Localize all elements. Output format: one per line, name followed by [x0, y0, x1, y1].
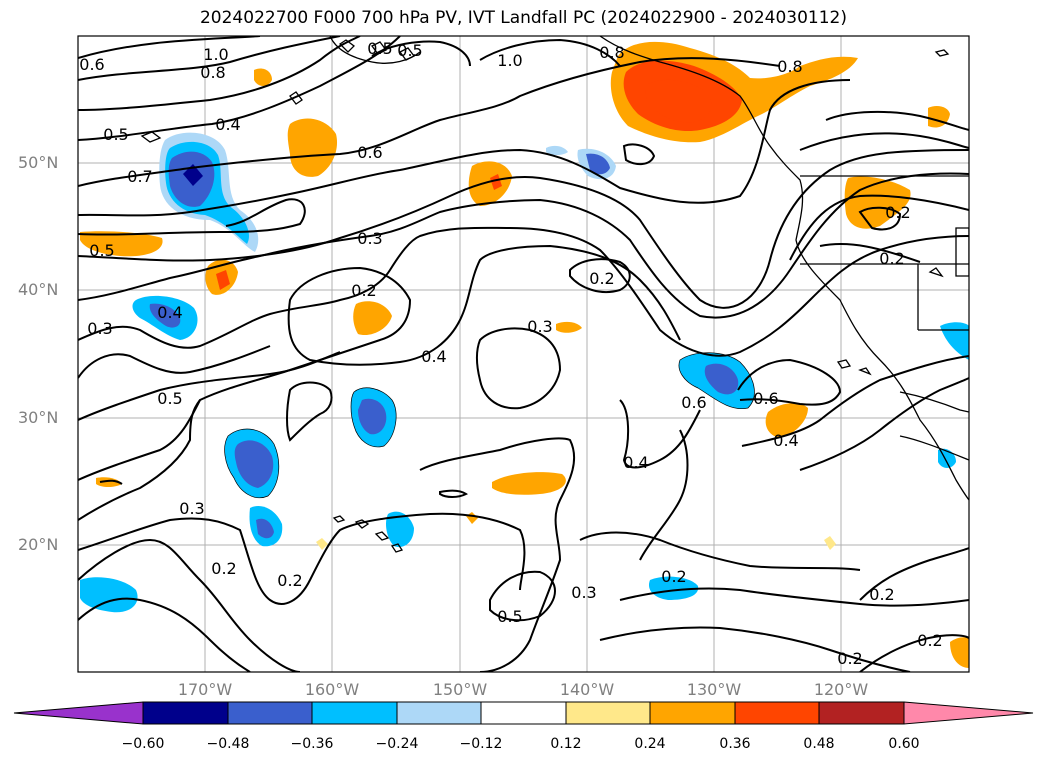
contour-label: 0.3 — [571, 583, 596, 602]
contour-label: 0.5 — [103, 125, 128, 144]
contour-label: 0.6 — [753, 389, 778, 408]
colorbar-bin — [227, 701, 313, 725]
contour-label: 0.8 — [200, 63, 225, 82]
colorbar-tick-label: −0.60 — [121, 736, 165, 752]
contour-label: 0.2 — [277, 571, 302, 590]
contour-label: 0.4 — [215, 115, 240, 134]
contour-label: 0.4 — [623, 453, 648, 472]
patch-outlines — [224, 352, 755, 499]
contour-label: 0.8 — [777, 57, 802, 76]
contour-label: 0.3 — [179, 499, 204, 518]
map-title: 2024022700 F000 700 hPa PV, IVT Landfall… — [199, 8, 847, 28]
colorbar-tick-label: 0.60 — [888, 736, 920, 752]
contour-label: 0.2 — [661, 567, 686, 586]
colorbar-bin — [565, 701, 651, 725]
contour-label: 0.6 — [79, 55, 104, 74]
colorbar — [13, 701, 1034, 725]
colorbar-extend-right — [903, 701, 1034, 725]
contour-label: 0.2 — [589, 269, 614, 288]
lat-label: 40°N — [18, 280, 59, 299]
colorbar-tick-label: 0.36 — [719, 736, 751, 752]
contour-label: 0.2 — [211, 559, 236, 578]
lon-label: 150°W — [432, 680, 488, 699]
contour-label: 0.4 — [773, 431, 798, 450]
colorbar-bin — [480, 701, 567, 725]
plot-frame — [77, 35, 970, 673]
map-plot-area: 1.0 0.8 0.6 0.5 0.5 0.4 0.5 0.7 0.5 0.6 … — [78, 36, 969, 672]
lat-label: 50°N — [18, 153, 59, 172]
colorbar-tick-label: −0.12 — [459, 736, 503, 752]
contour-label: 0.2 — [869, 585, 894, 604]
colorbar-tick-label: −0.48 — [206, 736, 250, 752]
contour-label: 0.2 — [885, 203, 910, 222]
colorbar-bin — [649, 701, 736, 725]
contour-label: 0.4 — [421, 347, 446, 366]
contour-label: 0.2 — [351, 281, 376, 300]
colorbar-bin — [818, 701, 905, 725]
contour-label: 0.5 — [367, 39, 392, 58]
contour-label: 0.5 — [397, 41, 422, 60]
contour-label: 0.7 — [127, 167, 152, 186]
contour-label: 0.3 — [527, 317, 552, 336]
colorbar-bin — [142, 701, 229, 725]
contour-label: 0.8 — [599, 43, 624, 62]
colorbar-bin — [311, 701, 398, 725]
contour-label: 0.6 — [681, 393, 706, 412]
colorbar-extend-left — [13, 701, 144, 725]
contour-label: 1.0 — [497, 51, 522, 70]
colorbar-tick-label: −0.36 — [290, 736, 334, 752]
contour-label: 0.4 — [157, 303, 182, 322]
lat-label: 30°N — [18, 408, 59, 427]
contour-label: 0.5 — [89, 241, 114, 260]
colorbar-bin — [396, 701, 482, 725]
colorbar-bin — [734, 701, 820, 725]
contour-label: 0.2 — [837, 649, 862, 668]
pv-contours — [78, 36, 969, 672]
contour-label: 0.3 — [87, 319, 112, 338]
lon-label: 130°W — [686, 680, 742, 699]
lon-label: 160°W — [304, 680, 360, 699]
contour-label: 0.2 — [917, 631, 942, 650]
coastlines — [140, 36, 969, 553]
colorbar-tick-label: 0.12 — [550, 736, 582, 752]
contour-label: 0.5 — [157, 389, 182, 408]
colorbar-tick-label: 0.48 — [803, 736, 835, 752]
contour-label: 0.3 — [357, 229, 382, 248]
colorbar-tick-label: 0.24 — [634, 736, 666, 752]
lon-label: 140°W — [559, 680, 615, 699]
contour-labels: 1.0 0.8 0.6 0.5 0.5 0.4 0.5 0.7 0.5 0.6 … — [79, 39, 942, 668]
contour-label: 0.6 — [357, 143, 382, 162]
lat-label: 20°N — [18, 535, 59, 554]
lon-label: 120°W — [813, 680, 869, 699]
contour-label: 0.5 — [497, 607, 522, 626]
colorbar-tick-label: −0.24 — [375, 736, 419, 752]
lon-label: 170°W — [177, 680, 233, 699]
contour-label: 0.2 — [879, 249, 904, 268]
contour-label: 1.0 — [203, 45, 228, 64]
ivt-pc-fill-negative — [80, 132, 969, 613]
